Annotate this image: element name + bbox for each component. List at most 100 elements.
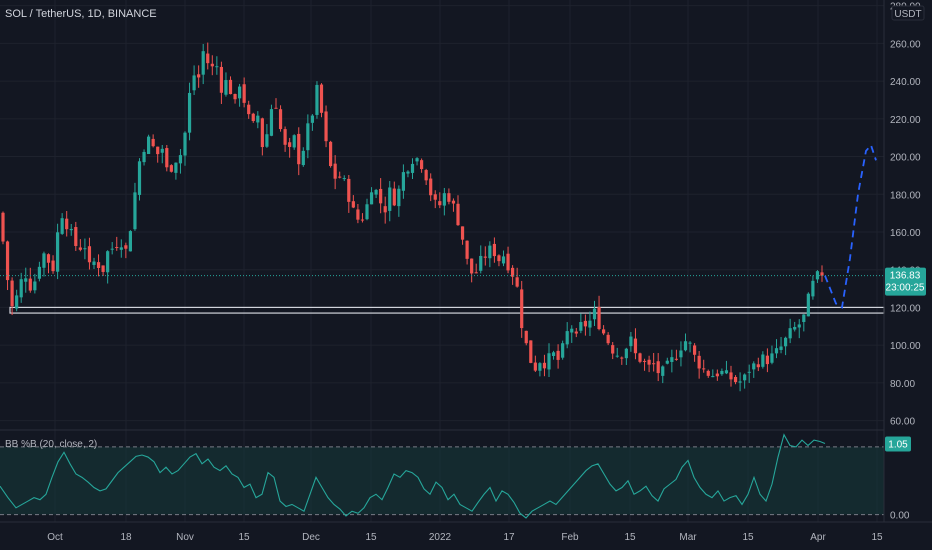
candle-down — [647, 359, 651, 365]
candle-up — [784, 337, 788, 347]
candle-down — [329, 141, 333, 167]
candle-down — [460, 226, 465, 240]
candle-down — [702, 368, 706, 370]
candle-up — [201, 51, 205, 75]
candle-up — [128, 231, 132, 252]
candle-down — [483, 256, 487, 258]
candle-down — [706, 370, 710, 376]
candle-up — [747, 371, 751, 373]
candle-down — [506, 253, 510, 271]
candle-down — [451, 200, 456, 204]
candle-down — [515, 277, 519, 287]
candle-down — [583, 320, 587, 327]
candle-up — [15, 295, 19, 309]
candle-down — [633, 338, 638, 354]
indicator-value-badge — [885, 436, 911, 452]
time-tick-label: 17 — [503, 532, 515, 543]
candle-up — [406, 171, 410, 174]
candle-down — [465, 240, 469, 259]
time-tick-label: Mar — [679, 532, 697, 543]
candle-up — [306, 123, 310, 151]
price-tick-label: 100.00 — [890, 341, 921, 352]
candle-up — [561, 343, 565, 358]
candle-up — [106, 251, 110, 273]
candle-down — [51, 260, 55, 272]
time-axis-ticks[interactable]: Oct 18 Nov 15 Dec 15 2022 17 Feb 15 Mar 15 Apr 15 — [47, 532, 883, 543]
price-tick-label: 180.00 — [890, 190, 921, 201]
candle-down — [242, 84, 246, 103]
candle-up — [779, 346, 783, 350]
candle-down — [324, 111, 328, 142]
candle-up — [743, 374, 747, 381]
time-tick-label: 15 — [238, 532, 250, 543]
bb-percent-b-pane — [0, 433, 884, 519]
candle-up — [83, 248, 87, 250]
candle-down — [542, 362, 547, 369]
candle-down — [156, 146, 160, 155]
candle-down — [96, 262, 101, 269]
candle-down — [492, 243, 496, 257]
candle-up — [629, 336, 633, 347]
candle-down — [697, 355, 701, 369]
candle-down — [151, 138, 155, 147]
candle-up — [592, 308, 597, 320]
candle-down — [247, 104, 251, 115]
time-tick-label: 15 — [624, 532, 636, 543]
candle-up — [570, 328, 574, 333]
candle-down — [206, 53, 210, 64]
candle-up — [565, 331, 569, 345]
candle-up — [815, 271, 820, 280]
candle-up — [806, 293, 810, 317]
candle-up — [720, 370, 724, 375]
candle-up — [761, 354, 765, 367]
candle-up — [615, 355, 619, 357]
candle-down — [497, 255, 501, 262]
candle-down — [729, 372, 733, 380]
currency-badge[interactable] — [891, 5, 925, 21]
candle-up — [374, 189, 378, 195]
candle-down — [379, 188, 383, 204]
candle-up — [256, 115, 260, 123]
candle-down — [470, 258, 474, 274]
candle-up — [215, 66, 219, 68]
candle-down — [197, 74, 201, 78]
candle-down — [360, 219, 365, 221]
last-price-badge: 136.83 23:00:25 — [885, 267, 926, 296]
time-tick-label: 15 — [871, 532, 883, 543]
candle-down — [124, 245, 128, 249]
candle-down — [642, 360, 647, 362]
candle-up — [192, 75, 196, 91]
candle-up — [133, 192, 137, 230]
candle-down — [602, 329, 606, 334]
candle-up — [797, 324, 801, 328]
candle-down — [420, 160, 424, 170]
candle-up — [301, 150, 305, 166]
candle-down — [693, 345, 697, 355]
candle-down — [338, 176, 342, 178]
currency-label[interactable]: USDT — [894, 9, 921, 20]
candle-down — [606, 334, 610, 344]
candle-down — [233, 93, 237, 100]
candle-up — [315, 84, 319, 115]
candle-up — [811, 280, 815, 297]
candle-down — [260, 118, 264, 148]
candle-up — [147, 136, 151, 155]
candle-up — [538, 363, 542, 371]
candle-up — [793, 326, 797, 330]
candle-down — [383, 206, 387, 213]
candle-up — [661, 366, 665, 376]
candle-down — [274, 107, 278, 109]
candle-up — [37, 266, 41, 279]
candle-down — [438, 201, 442, 206]
candle-up — [738, 381, 742, 383]
candle-down — [278, 109, 283, 130]
candle-up — [187, 92, 192, 133]
candle-up — [310, 115, 314, 123]
candle-down — [511, 267, 515, 277]
candle-up — [624, 348, 628, 359]
candle-down — [288, 142, 292, 147]
indicator-title[interactable]: BB %B (20, close, 2) — [5, 439, 97, 450]
candle-down — [333, 163, 337, 179]
last-price-badge-bg — [885, 267, 926, 296]
